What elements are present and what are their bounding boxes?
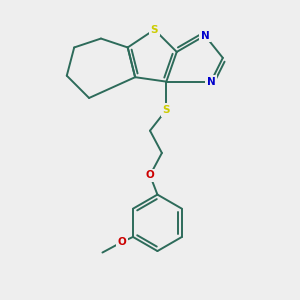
- Text: S: S: [163, 105, 170, 115]
- Text: N: N: [201, 31, 209, 40]
- Text: O: O: [117, 237, 126, 247]
- Text: N: N: [207, 76, 215, 87]
- Text: O: O: [146, 170, 154, 180]
- Text: S: S: [151, 25, 158, 34]
